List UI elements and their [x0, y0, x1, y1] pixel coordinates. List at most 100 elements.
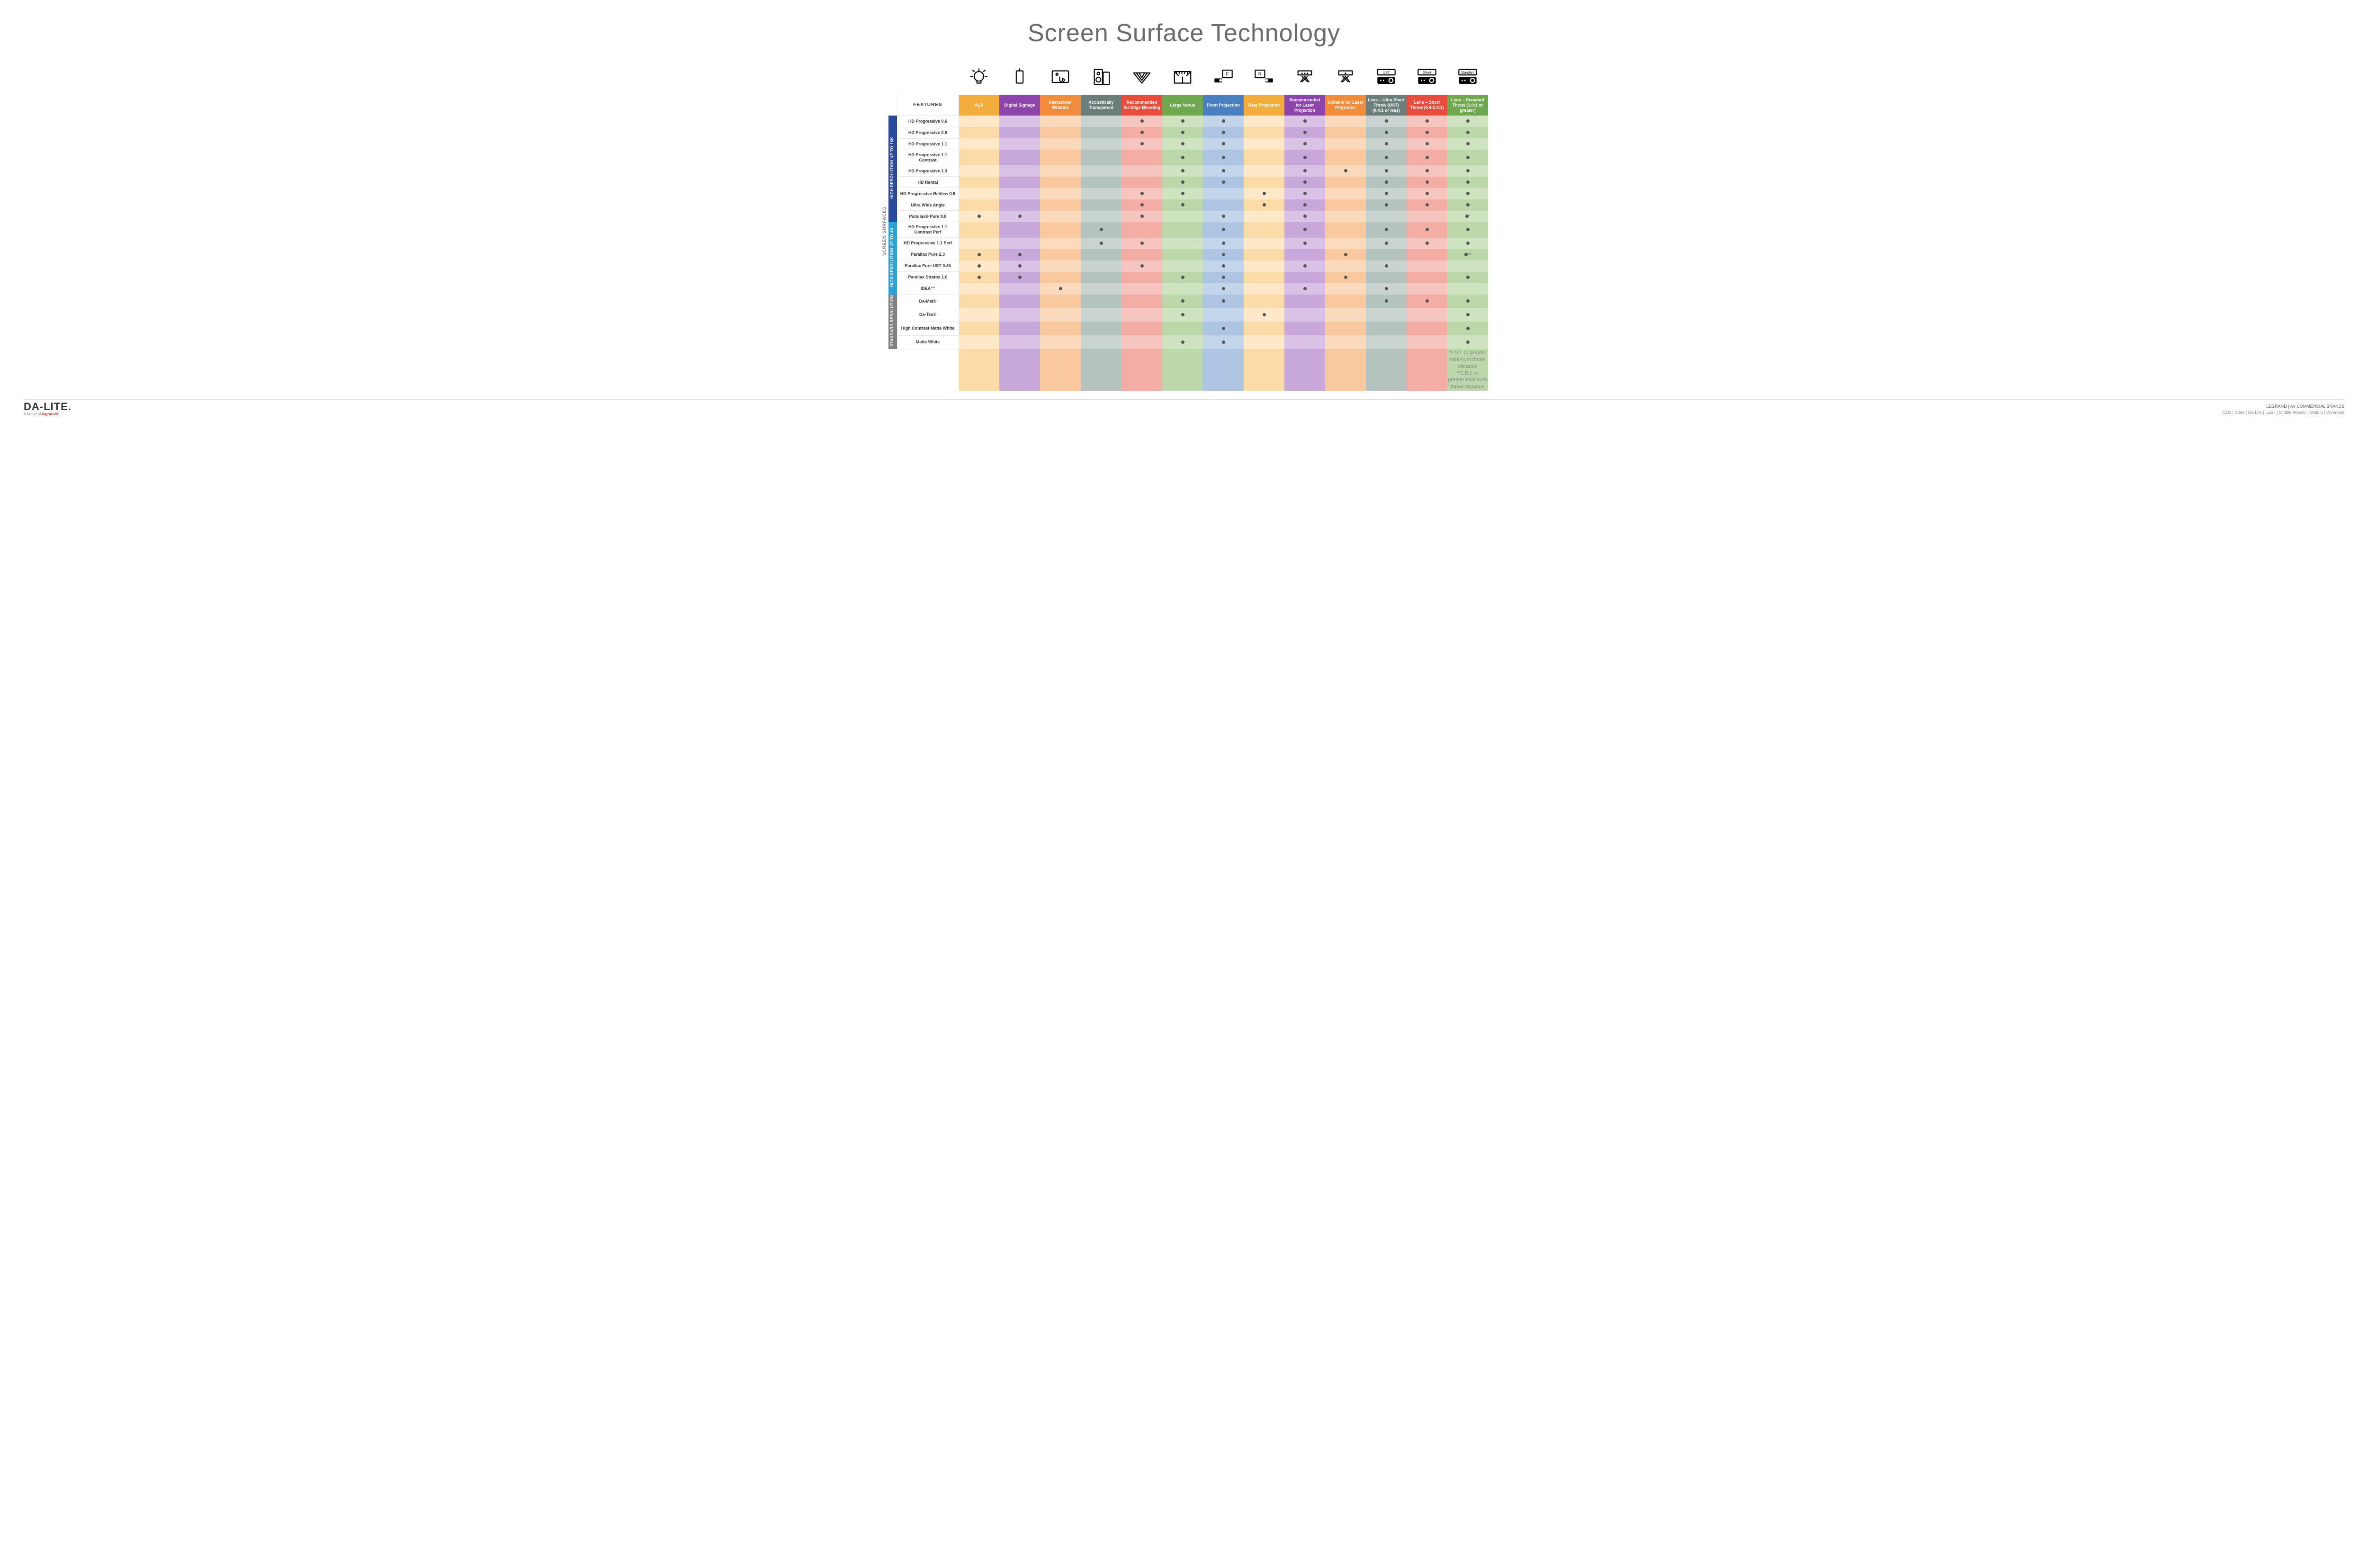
cell-suitlaser [1325, 272, 1366, 283]
cell-venue [1162, 199, 1203, 211]
cell-signage [999, 199, 1040, 211]
svg-text:Short: Short [1423, 71, 1431, 74]
col-icon-acoustic [1081, 62, 1121, 95]
cell-acoustic [1081, 116, 1121, 127]
cell-short [1407, 165, 1447, 177]
cell-rear [1244, 177, 1284, 188]
cell-short [1407, 308, 1447, 322]
cell-rear [1244, 211, 1284, 222]
cell-signage [999, 335, 1040, 349]
cell-acoustic [1081, 188, 1121, 199]
col-header-rear: Rear Projection [1244, 95, 1284, 116]
row-header: Da-Mat® [897, 295, 959, 308]
footer-brands: C2G | Chief | Da-Lite | Luxul | Middle A… [2223, 410, 2344, 416]
cell-reclaser [1284, 260, 1325, 272]
cell-suitlaser [1325, 211, 1366, 222]
cell-venue [1162, 127, 1203, 138]
cell-acoustic [1081, 211, 1121, 222]
row-header: Parallax Pure 2.3 [897, 249, 959, 260]
cell-reclaser [1284, 127, 1325, 138]
cell-short [1407, 295, 1447, 308]
cell-alr [959, 222, 999, 238]
cell-std [1447, 295, 1488, 308]
cell-venue [1162, 177, 1203, 188]
cell-edge [1121, 295, 1162, 308]
col-icon-suitlaser: ★ [1325, 62, 1366, 95]
cell-suitlaser [1325, 177, 1366, 188]
cell-interact [1040, 249, 1081, 260]
cell-interact [1040, 295, 1081, 308]
cell-reclaser [1284, 335, 1325, 349]
cell-std [1447, 165, 1488, 177]
cell-alr [959, 199, 999, 211]
cell-signage [999, 249, 1040, 260]
row-header: HD Progressive 1.1 [897, 138, 959, 150]
col-header-std: Lens – Standard Throw (1.0:1 or greater) [1447, 95, 1488, 116]
cell-signage [999, 238, 1040, 249]
cell-edge [1121, 138, 1162, 150]
cell-venue [1162, 165, 1203, 177]
cell-reclaser [1284, 211, 1325, 222]
cell-rear [1244, 150, 1284, 165]
cell-edge [1121, 308, 1162, 322]
cell-edge [1121, 165, 1162, 177]
cell-venue [1162, 138, 1203, 150]
cell-std: ** [1447, 249, 1488, 260]
col-header-acoustic: Acoustically Transparent [1081, 95, 1121, 116]
cell-rear [1244, 127, 1284, 138]
cell-acoustic [1081, 177, 1121, 188]
features-header: FEATURES [897, 95, 959, 116]
cell-ust [1366, 222, 1407, 238]
cell-acoustic [1081, 322, 1121, 335]
cell-rear [1244, 165, 1284, 177]
cell-ust [1366, 238, 1407, 249]
cell-reclaser [1284, 116, 1325, 127]
cell-acoustic [1081, 335, 1121, 349]
cell-ust [1366, 177, 1407, 188]
cell-suitlaser [1325, 116, 1366, 127]
cell-front [1203, 260, 1244, 272]
col-header-interact: Interactive/ Writable [1040, 95, 1081, 116]
col-icon-venue [1162, 62, 1203, 95]
cell-suitlaser [1325, 188, 1366, 199]
row-header: HD Progressive 1.1 Contrast [897, 150, 959, 165]
cell-alr [959, 165, 999, 177]
cell-reclaser [1284, 308, 1325, 322]
cell-signage [999, 295, 1040, 308]
cell-venue [1162, 322, 1203, 335]
cell-venue [1162, 188, 1203, 199]
cell-interact [1040, 211, 1081, 222]
cell-venue [1162, 150, 1203, 165]
cell-std [1447, 308, 1488, 322]
cell-short [1407, 283, 1447, 295]
vertical-label: SCREEN SURFACES [880, 116, 888, 349]
cell-signage [999, 127, 1040, 138]
cell-alr [959, 283, 999, 295]
cell-signage [999, 150, 1040, 165]
cell-edge [1121, 222, 1162, 238]
cell-front [1203, 127, 1244, 138]
cell-short [1407, 272, 1447, 283]
cell-rear [1244, 335, 1284, 349]
cell-std [1447, 283, 1488, 295]
row-header: HD Progressive ReView 0.9 [897, 188, 959, 199]
page-footer: DA-LITE. A brand of legrand® LEGRAND | A… [24, 399, 2344, 416]
cell-alr [959, 249, 999, 260]
cell-signage [999, 272, 1040, 283]
row-header: High Contrast Matte White [897, 322, 959, 335]
cell-alr [959, 150, 999, 165]
cell-ust [1366, 127, 1407, 138]
col-header-alr: ALR [959, 95, 999, 116]
row-header: HD Progressive 1.1 Perf [897, 238, 959, 249]
cell-reclaser [1284, 165, 1325, 177]
cell-suitlaser [1325, 150, 1366, 165]
cell-std [1447, 138, 1488, 150]
cell-rear [1244, 249, 1284, 260]
cell-signage [999, 308, 1040, 322]
cell-edge [1121, 260, 1162, 272]
cell-signage [999, 211, 1040, 222]
row-header: Da-Tex® [897, 308, 959, 322]
cell-venue [1162, 249, 1203, 260]
cell-venue [1162, 283, 1203, 295]
cell-front [1203, 199, 1244, 211]
